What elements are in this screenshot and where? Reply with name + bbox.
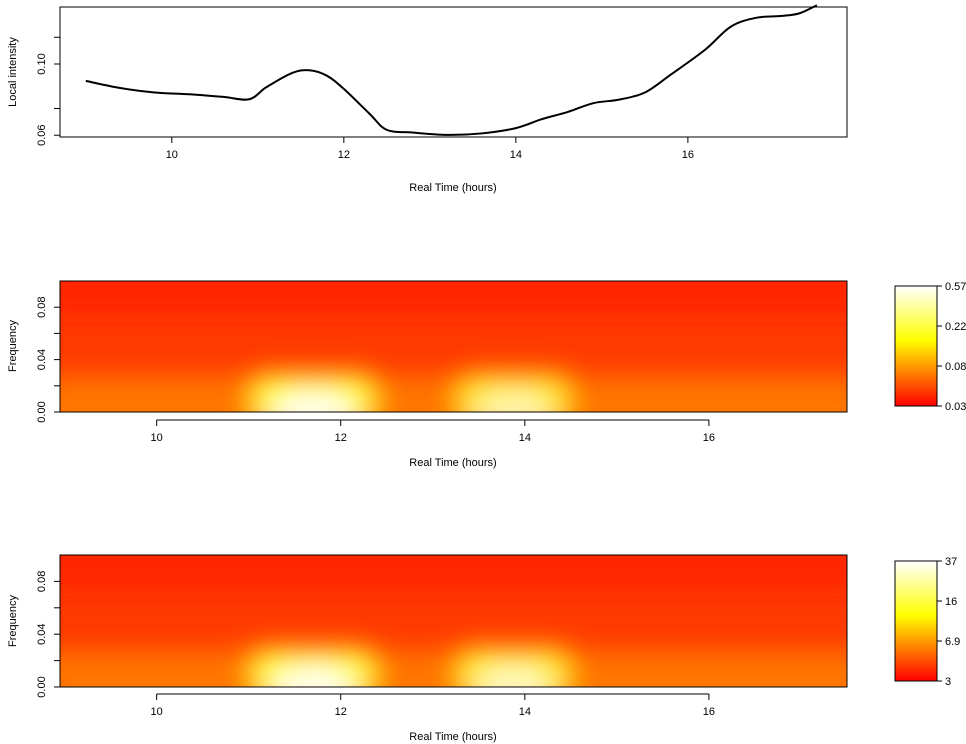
y-axis-label: Frequency <box>7 320 19 372</box>
x-tick-label: 14 <box>510 149 522 161</box>
x-tick-label: 12 <box>335 706 347 718</box>
heatmap-high-freq-band <box>60 281 847 314</box>
colorbar-tick-label: 37 <box>945 556 957 568</box>
x-axis-ticks: 10 12 14 16 <box>151 693 715 718</box>
heatmap-hotspot-peak <box>476 665 551 687</box>
colorbar-tick-label: 0.034 <box>945 401 966 413</box>
colorbar-tick-label: 3 <box>945 676 951 688</box>
y-axis-label: Frequency <box>7 595 19 647</box>
x-axis-label: Real Time (hours) <box>409 457 496 469</box>
colorbar-2: 3 6.9 16 37 <box>894 556 960 688</box>
line-plot-area <box>59 6 848 138</box>
y-tick-label: 0.06 <box>36 125 48 146</box>
x-tick-label: 12 <box>335 432 347 444</box>
x-tick-label: 14 <box>519 706 531 718</box>
y-tick-label: 0.08 <box>36 296 48 317</box>
y-tick-label: 0.00 <box>36 401 48 422</box>
y-axis-ticks: 0.06 0.10 <box>36 36 60 146</box>
colorbar-tick-label: 16 <box>945 596 957 608</box>
x-axis-label: Real Time (hours) <box>409 182 496 194</box>
colorbar-tick-label: 0.086 <box>945 361 966 373</box>
x-axis-ticks: 10 12 14 16 <box>151 419 715 444</box>
colorbar-1-gradient <box>894 285 938 407</box>
x-tick-label: 12 <box>338 149 350 161</box>
x-tick-label: 10 <box>151 432 163 444</box>
y-axis-ticks: 0.00 0.04 0.08 <box>36 571 60 698</box>
local-intensity-line <box>85 4 818 136</box>
heatmap-hotspot-peak <box>271 390 355 412</box>
x-tick-label: 16 <box>703 706 715 718</box>
y-axis-label: Local intensity <box>7 37 19 107</box>
x-tick-label: 16 <box>703 432 715 444</box>
x-axis-ticks: 10 12 14 16 <box>166 137 694 161</box>
x-tick-label: 14 <box>519 432 531 444</box>
y-tick-label: 0.00 <box>36 676 48 697</box>
colorbar-1: 0.034 0.086 0.22 0.57 <box>894 281 966 413</box>
line-chart-panel: 10 12 14 16 0.06 0.10 Real Time (hours) Loca… <box>7 4 848 194</box>
y-tick-label: 0.04 <box>36 623 48 644</box>
heatmap-hotspot-peak <box>271 665 355 687</box>
heatmap-panel-2: 10 12 14 16 0.000.040.08 Real Time (hours) … <box>7 554 960 743</box>
x-tick-label: 10 <box>151 706 163 718</box>
colorbar-2-gradient <box>894 560 938 682</box>
heatmap-hotspot-peak <box>476 390 551 412</box>
y-tick-label: 0.08 <box>36 571 48 592</box>
x-tick-label: 16 <box>682 149 694 161</box>
heatmap-panel-1: 10 12 14 16 0.000.040.08 Real Time (hours) … <box>7 280 966 469</box>
colorbar-tick-label: 0.22 <box>945 321 966 333</box>
y-tick-label: 0.10 <box>36 53 48 74</box>
colorbar-tick-label: 6.9 <box>945 636 960 648</box>
colorbar-tick-label: 0.57 <box>945 281 966 293</box>
x-axis-label: Real Time (hours) <box>409 731 496 743</box>
y-axis-ticks: 0.00 0.04 0.08 <box>36 296 60 423</box>
y-tick-label: 0.04 <box>36 349 48 370</box>
x-tick-label: 10 <box>166 149 178 161</box>
heatmap-high-freq-band <box>60 555 847 588</box>
